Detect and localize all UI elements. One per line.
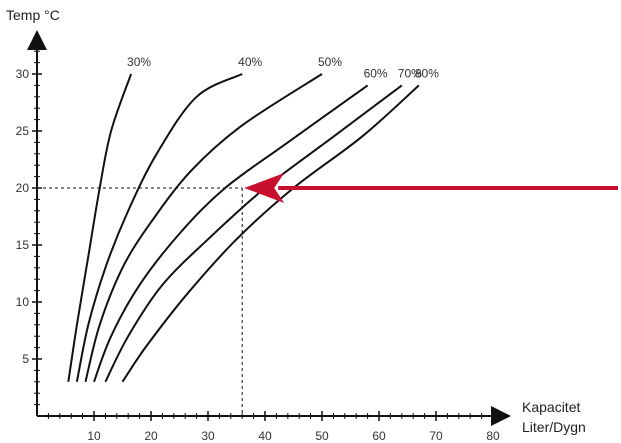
y-tick-label: 20 [16, 181, 30, 195]
x-tick-label: 10 [87, 429, 101, 443]
x-tick-label: 60 [372, 429, 386, 443]
x-tick-label: 20 [144, 429, 158, 443]
y-tick-label: 5 [22, 352, 29, 366]
series-line-40pct [75, 73, 243, 382]
x-axis-label-line1: Kapacitet [522, 399, 580, 415]
arrow-head [244, 173, 285, 203]
y-tick-label: 25 [16, 124, 30, 138]
y-tick-label: 30 [16, 67, 30, 81]
x-axis-label-line2: Liter/Dygn [522, 419, 586, 435]
x-tick-label: 50 [315, 429, 329, 443]
series-line-70pct [104, 84, 403, 383]
series-line-50pct [84, 73, 323, 383]
x-tick-label: 40 [258, 429, 272, 443]
ticks: 10 20 30 40 50 60 70 80 5 10 15 20 25 30 [16, 50, 500, 443]
curves: 30% 40% 50% 60% 70%80% [67, 55, 439, 383]
annotation-arrow [244, 173, 618, 203]
series-label: 60% [364, 66, 388, 80]
y-axis-label: Temp °C [6, 7, 60, 23]
axes [27, 30, 511, 426]
y-tick-label: 15 [16, 238, 30, 252]
x-tick-label: 30 [201, 429, 215, 443]
series-line-60pct [93, 84, 369, 383]
series-label: 80% [415, 66, 439, 80]
series-label: 40% [238, 55, 262, 69]
series-line-30pct [67, 73, 133, 382]
series-label: 30% [127, 55, 151, 69]
series-label: 70% [398, 66, 422, 80]
series-line-80pct [121, 84, 420, 383]
x-tick-label: 80 [486, 429, 500, 443]
series-label: 50% [318, 55, 342, 69]
y-tick-label: 10 [16, 295, 30, 309]
x-tick-label: 70 [429, 429, 443, 443]
dashed-guides [37, 187, 243, 416]
